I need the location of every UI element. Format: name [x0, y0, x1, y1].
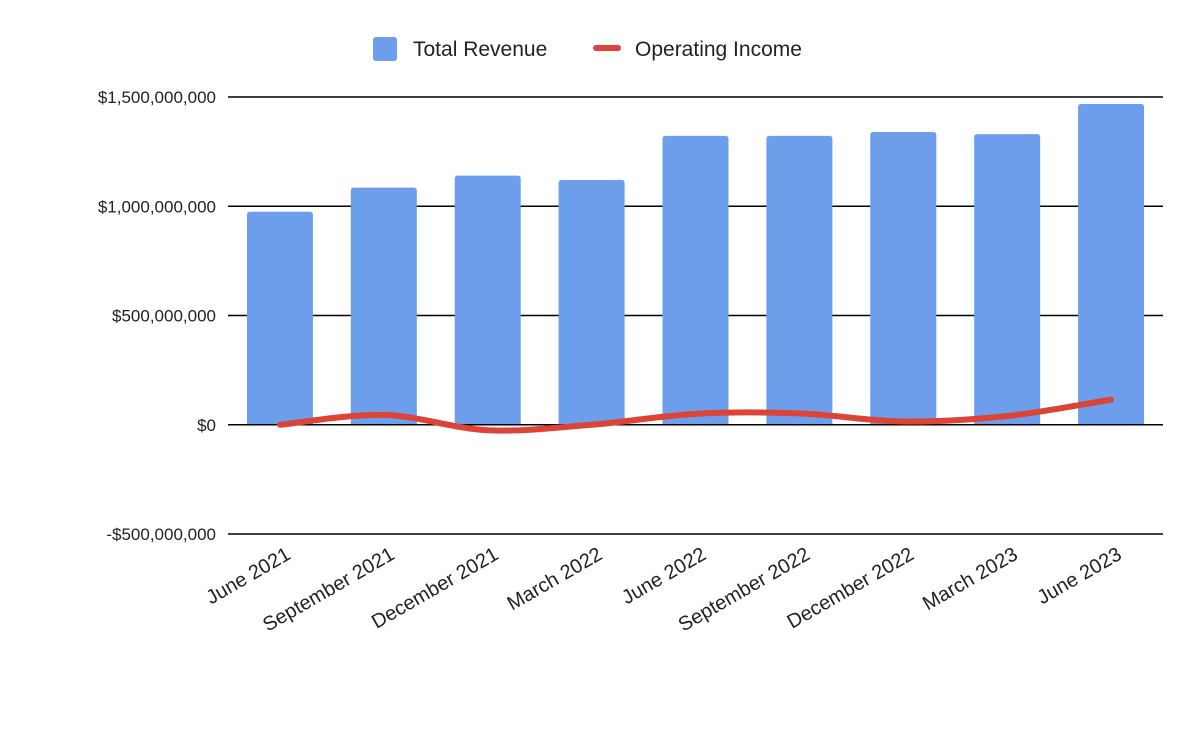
- bar-total-revenue: [766, 135, 833, 425]
- bar-total-revenue: [974, 134, 1041, 425]
- bar-total-revenue: [246, 211, 313, 425]
- bar-total-revenue: [350, 187, 417, 425]
- y-tick-label: $1,500,000,000: [98, 88, 216, 107]
- bar-total-revenue: [558, 180, 625, 425]
- y-tick-label: $500,000,000: [112, 307, 216, 326]
- legend-label-operating-income: Operating Income: [635, 38, 802, 61]
- x-tick-label: June 2023: [1034, 543, 1126, 609]
- y-tick-label: $0: [197, 416, 216, 435]
- line-series: [276, 396, 1115, 434]
- legend: Total Revenue Operating Income: [373, 37, 802, 61]
- bar-total-revenue: [1078, 103, 1145, 425]
- x-tick-label: June 2022: [618, 543, 710, 609]
- x-tick-label: June 2021: [203, 543, 295, 609]
- y-tick-label: -$500,000,000: [106, 525, 216, 544]
- x-tick-label: March 2023: [919, 543, 1021, 615]
- bar-total-revenue: [454, 175, 521, 425]
- bar-series: [228, 103, 1163, 426]
- bar-total-revenue: [870, 131, 937, 425]
- y-axis-ticks: -$500,000,000 $0 $500,000,000 $1,000,000,00…: [98, 88, 216, 544]
- y-tick-label: $1,000,000,000: [98, 197, 216, 216]
- line-operating-income: [276, 396, 1115, 434]
- bar-total-revenue: [662, 135, 729, 425]
- legend-swatch-total-revenue: [373, 37, 397, 61]
- x-tick-label: March 2022: [504, 543, 606, 615]
- legend-label-total-revenue: Total Revenue: [413, 38, 547, 61]
